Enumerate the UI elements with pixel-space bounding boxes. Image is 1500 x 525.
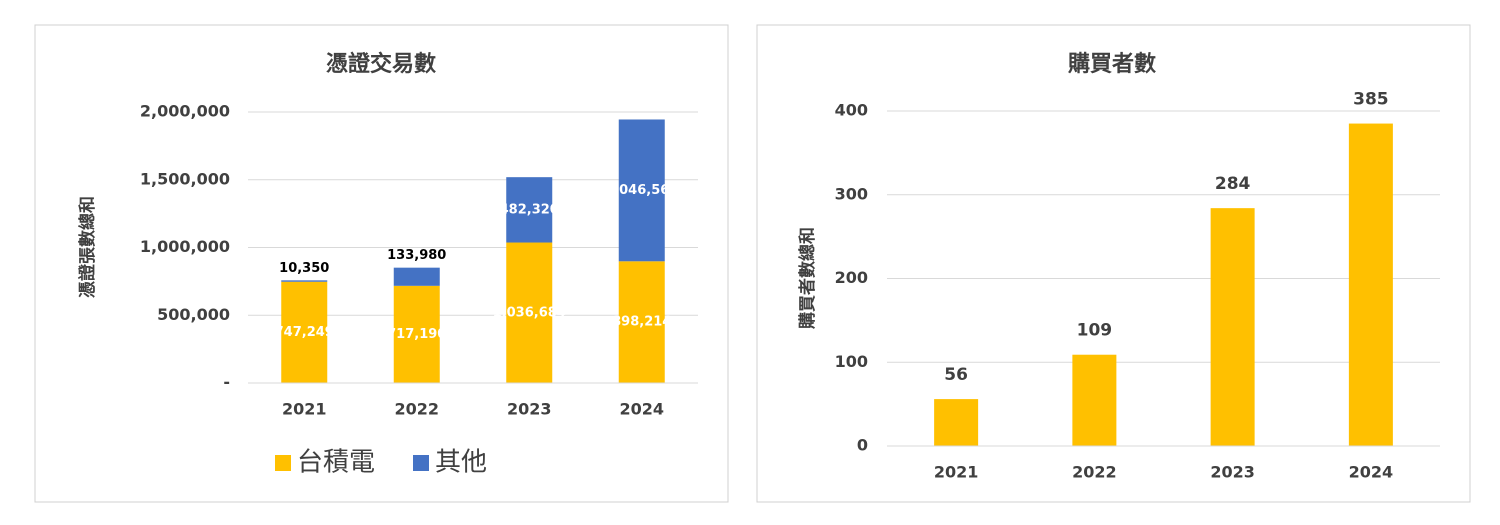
y-tick-label: 1,500,000	[140, 169, 230, 188]
x-tick-label: 2021	[934, 463, 979, 482]
data-label: 1,046,560	[605, 183, 678, 198]
data-label: 717,190	[387, 327, 446, 342]
data-label: 385	[1353, 90, 1389, 110]
panel	[34, 24, 729, 503]
y-tick-label: 1,000,000	[140, 237, 230, 256]
legend-swatch	[413, 455, 429, 471]
bar	[281, 281, 328, 383]
bar	[618, 119, 665, 262]
bar	[1348, 123, 1393, 446]
y-tick-label: 300	[835, 184, 868, 203]
bar	[281, 280, 328, 282]
y-tick-label: 400	[835, 101, 868, 120]
data-label: 1,036,684	[493, 305, 566, 320]
y-tick-label: 0	[857, 436, 868, 455]
data-label: 56	[944, 365, 968, 385]
bar	[1210, 208, 1255, 446]
bar	[393, 267, 440, 286]
bar	[506, 177, 553, 243]
x-tick-label: 2023	[507, 400, 552, 419]
data-label: 747,249	[275, 325, 334, 340]
bar	[1072, 354, 1117, 446]
x-tick-label: 2022	[1072, 463, 1117, 482]
y-tick-label: -	[223, 373, 230, 392]
bar	[934, 399, 979, 446]
x-tick-label: 2024	[1349, 463, 1394, 482]
x-tick-label: 2023	[1210, 463, 1255, 482]
bar	[618, 261, 665, 383]
y-axis-title: 購買者數總和	[797, 227, 818, 329]
data-label: 133,980	[387, 248, 446, 263]
y-axis-title: 憑證張數總和	[77, 196, 98, 298]
y-tick-label: 200	[835, 268, 868, 287]
y-tick-label: 100	[835, 352, 868, 371]
y-tick-label: 500,000	[157, 305, 230, 324]
x-tick-label: 2021	[282, 400, 327, 419]
x-tick-label: 2022	[394, 400, 439, 419]
legend-swatch	[275, 455, 291, 471]
chart-title: 憑證交易數	[326, 51, 436, 77]
data-label: 109	[1077, 321, 1113, 341]
data-label: 482,320	[500, 202, 559, 217]
data-label: 898,214	[612, 315, 671, 330]
data-label: 10,350	[279, 261, 329, 276]
bar	[393, 285, 440, 383]
legend-label: 其他	[435, 448, 487, 478]
bar	[506, 242, 553, 383]
legend-label: 台積電	[297, 448, 375, 478]
y-tick-label: 2,000,000	[140, 102, 230, 121]
x-tick-label: 2024	[619, 400, 664, 419]
data-label: 284	[1215, 174, 1251, 194]
chart-title: 購買者數	[1068, 52, 1156, 77]
